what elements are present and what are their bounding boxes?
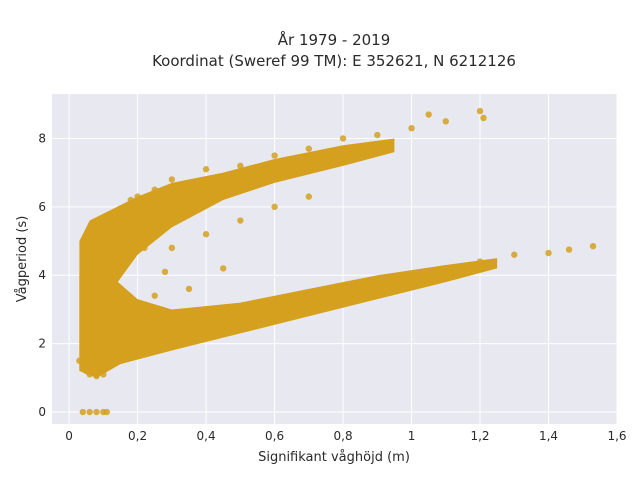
- data-point: [545, 249, 552, 257]
- data-point: [305, 145, 313, 152]
- data-point: [127, 196, 134, 204]
- x-tick-label: 1: [408, 429, 416, 443]
- data-point: [141, 244, 148, 252]
- data-point: [271, 203, 278, 211]
- x-tick-label: 0,2: [128, 429, 147, 443]
- x-axis-label: Signifikant våghöjd (m): [258, 450, 410, 465]
- data-point: [589, 242, 597, 250]
- lower-point-cloud: [79, 258, 498, 378]
- data-point: [339, 135, 347, 142]
- data-point: [161, 268, 169, 276]
- data-point: [237, 217, 244, 224]
- data-point: [511, 251, 518, 258]
- data-point: [374, 278, 381, 286]
- data-point: [442, 118, 449, 125]
- data-point: [476, 107, 484, 115]
- x-tick-label: 0,6: [265, 429, 284, 443]
- data-point: [237, 309, 244, 317]
- x-tick-label: 0: [65, 429, 73, 443]
- data-point: [103, 408, 110, 416]
- data-point: [93, 220, 100, 228]
- data-point: [113, 210, 121, 217]
- data-point: [271, 152, 278, 159]
- y-axis-label: Vågperiod (s): [15, 216, 30, 303]
- data-point: [202, 231, 210, 238]
- data-point: [86, 408, 93, 416]
- data-point: [83, 254, 90, 262]
- data-point: [76, 357, 83, 364]
- point-density-bands: [79, 138, 498, 378]
- y-tick-label: 8: [38, 131, 46, 145]
- data-point: [408, 272, 415, 279]
- data-point: [168, 176, 176, 183]
- y-tick-label: 0: [38, 405, 46, 419]
- data-point: [185, 285, 193, 293]
- data-point: [480, 114, 487, 122]
- data-point: [107, 306, 114, 313]
- data-point: [202, 319, 210, 327]
- data-point: [79, 323, 87, 330]
- data-point: [134, 340, 141, 347]
- data-point: [271, 302, 278, 310]
- chart-subtitle: Koordinat (Sweref 99 TM): E 352621, N 62…: [152, 52, 516, 70]
- data-point: [168, 330, 176, 337]
- upper-point-cloud: [79, 138, 395, 375]
- data-point: [339, 285, 347, 293]
- data-point: [374, 131, 381, 139]
- y-tick-label: 6: [38, 200, 46, 214]
- data-point: [86, 237, 93, 245]
- data-point: [151, 292, 158, 299]
- plot-area: [52, 94, 617, 424]
- y-tick-label: 4: [38, 268, 46, 282]
- data-point: [83, 289, 90, 296]
- data-point: [79, 408, 87, 416]
- data-point: [565, 246, 573, 253]
- data-point: [220, 265, 227, 272]
- x-tick-label: 0,8: [334, 429, 353, 443]
- grid: [52, 94, 618, 424]
- tick-labels: 0 0,2 0,4 0,6 0,8 1 1,2 1,4 1,6 0 2 4 6 8: [38, 131, 626, 443]
- y-tick-label: 2: [38, 337, 46, 351]
- data-point: [168, 244, 176, 252]
- data-point: [425, 111, 432, 118]
- data-point: [117, 323, 124, 330]
- x-tick-label: 1,4: [539, 429, 558, 443]
- data-point: [442, 265, 449, 272]
- data-point: [93, 408, 100, 416]
- x-tick-label: 1,2: [470, 429, 489, 443]
- data-point: [305, 193, 313, 200]
- data-points: [76, 107, 597, 416]
- chart-title: År 1979 - 2019: [278, 30, 391, 49]
- data-point: [86, 371, 93, 378]
- data-point: [408, 124, 415, 132]
- data-point: [134, 193, 141, 200]
- data-point: [93, 372, 100, 380]
- x-tick-label: 0,4: [197, 429, 216, 443]
- data-point: [237, 162, 244, 170]
- data-point: [100, 272, 107, 279]
- data-point: [202, 166, 210, 173]
- data-point: [305, 295, 313, 303]
- data-point: [476, 258, 484, 265]
- data-point: [151, 186, 158, 193]
- x-tick-label: 1,6: [607, 429, 626, 443]
- data-point: [100, 371, 107, 378]
